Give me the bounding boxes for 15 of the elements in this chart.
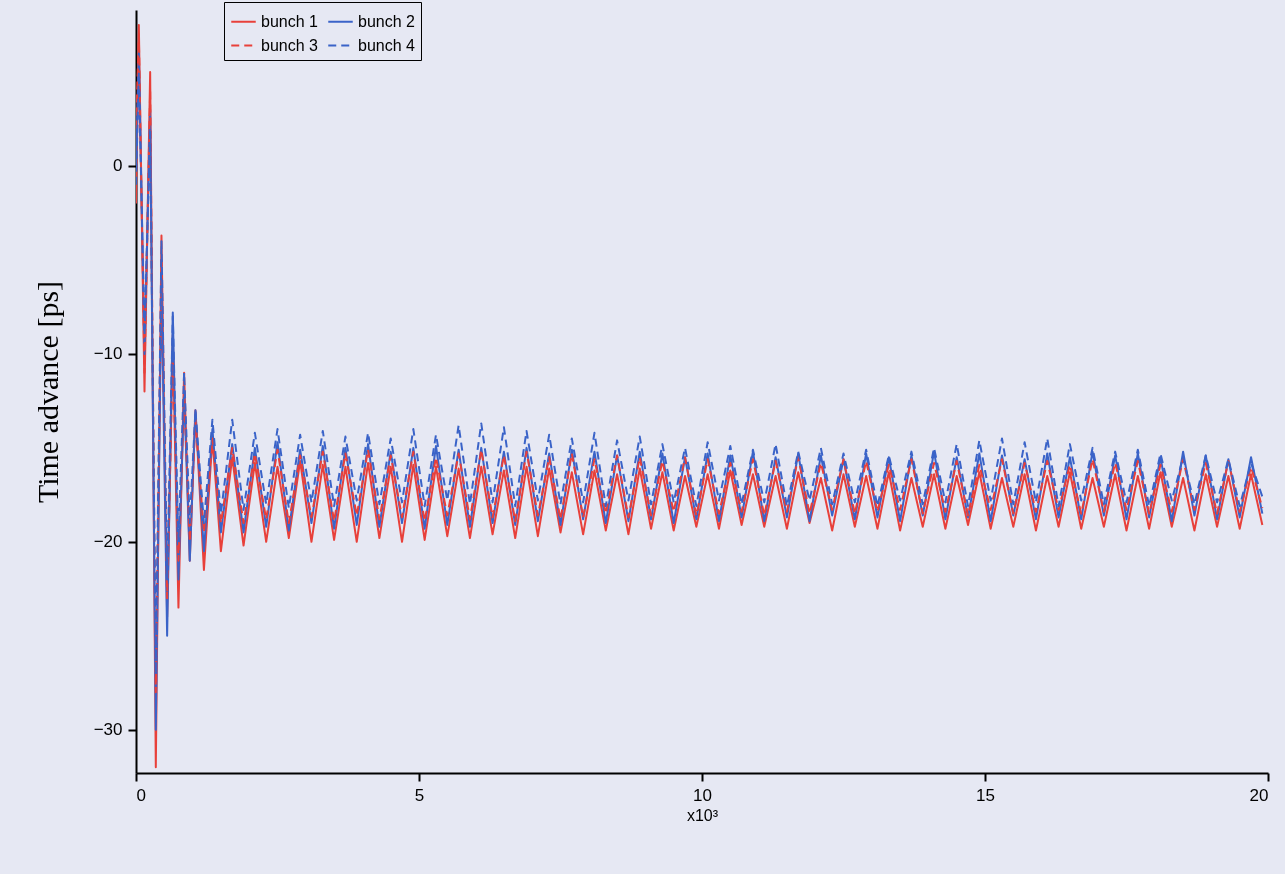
x-tick-label: 5 — [414, 785, 425, 805]
x-tick-label: 0 — [136, 785, 146, 805]
legend-label: bunch 1 — [261, 12, 319, 30]
legend-label: bunch 2 — [358, 12, 416, 30]
y-tick-label: −30 — [93, 720, 123, 740]
x-tick-label: 20 — [1249, 785, 1269, 805]
y-tick-label: −10 — [93, 344, 123, 364]
y-axis-title: Time advance [ps] — [30, 280, 64, 504]
y-tick-label: 0 — [113, 156, 123, 176]
y-tick-label: −20 — [93, 532, 123, 552]
legend-label: bunch 3 — [261, 36, 319, 54]
x-tick-label: 15 — [976, 785, 995, 805]
x-tick-label: 10 — [693, 785, 712, 805]
x-axis-title: x10³ — [686, 806, 719, 824]
legend-label: bunch 4 — [358, 36, 416, 54]
